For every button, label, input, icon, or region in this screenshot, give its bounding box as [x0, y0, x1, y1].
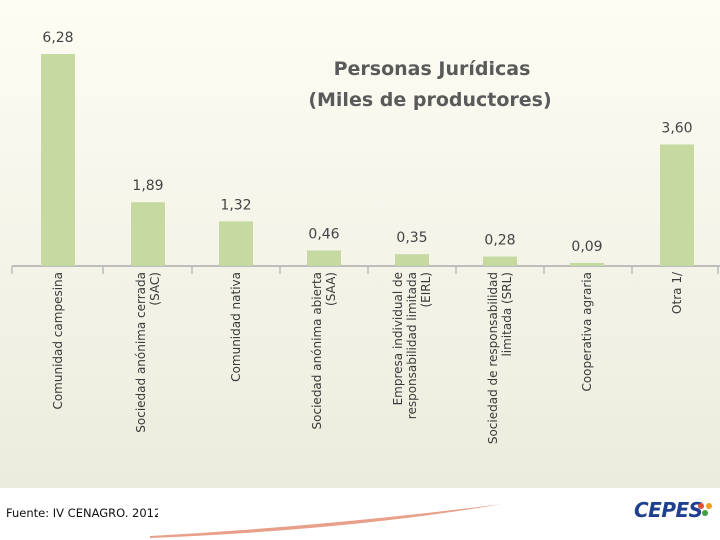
bar-8	[660, 144, 694, 266]
category-label-6: Sociedad de responsabilidad limitada (SRL…	[486, 272, 514, 444]
value-labels-group: 6,28 1,89 1,32 0,46 0,35 0,28 0,09 3,60	[42, 30, 692, 255]
category-label-5-line-2: responsabilidad limitada	[405, 272, 419, 419]
category-label-1: Comunidad campesina	[51, 272, 65, 410]
bar-2	[131, 202, 165, 266]
bars-group	[41, 54, 694, 266]
cepes-logo-mark	[698, 503, 712, 516]
category-label-3-line-1: Comunidad nativa	[229, 272, 243, 382]
source-note: Fuente: IV CENAGRO. 2012	[6, 506, 158, 520]
category-label-8: Otra 1/	[670, 271, 684, 314]
category-label-5: Empresa individual de responsabilidad lim…	[391, 272, 433, 419]
category-label-7: Cooperativa agraria	[580, 272, 594, 392]
category-label-6-line-1: Sociedad de responsabilidad	[486, 272, 500, 444]
bar-7	[570, 262, 604, 266]
category-label-2-line-2: (SAC)	[148, 272, 162, 306]
category-label-5-line-3: (EIRL)	[419, 272, 433, 308]
bar-4	[307, 250, 341, 266]
category-label-4-line-1: Sociedad anónima abierta	[310, 272, 324, 429]
category-label-1-line-1: Comunidad campesina	[51, 272, 65, 410]
chart-title-line-1: Personas Jurídicas	[334, 58, 531, 80]
footer-swoosh	[150, 504, 502, 538]
category-label-5-line-1: Empresa individual de	[391, 272, 405, 405]
category-label-2-line-1: Sociedad anónima cerrada	[134, 272, 148, 433]
category-label-2: Sociedad anónima cerrada (SAC)	[134, 272, 162, 433]
value-label-6: 0,28	[484, 233, 515, 249]
ticks-group	[11, 266, 719, 274]
category-label-4: Sociedad anónima abierta (SAA)	[310, 272, 338, 429]
bar-3	[219, 221, 253, 266]
category-labels-group: Comunidad campesina Sociedad anónima cerr…	[51, 271, 684, 444]
value-label-4: 0,46	[308, 226, 339, 242]
bar-5	[395, 254, 429, 266]
value-label-2: 1,89	[132, 178, 163, 194]
value-label-8: 3,60	[661, 120, 692, 136]
value-label-7: 0,09	[571, 239, 602, 255]
value-label-5: 0,35	[396, 230, 427, 246]
chart-panel: Personas Jurídicas (Miles de productores…	[0, 0, 720, 488]
cepes-logo: CEPES	[634, 498, 703, 522]
bar-6	[483, 256, 517, 266]
category-label-6-line-2: limitada (SRL)	[500, 272, 514, 357]
category-label-7-line-1: Cooperativa agraria	[580, 272, 594, 392]
value-label-1: 6,28	[42, 30, 73, 46]
bar-chart: Personas Jurídicas (Miles de productores…	[11, 30, 720, 444]
category-label-4-line-2: (SAA)	[324, 272, 338, 306]
category-label-8-line-1: Otra 1/	[670, 271, 684, 314]
category-label-3: Comunidad nativa	[229, 272, 243, 382]
bar-1	[41, 54, 75, 266]
value-label-3: 1,32	[220, 197, 251, 213]
chart-title-line-2: (Miles de productores)	[308, 89, 551, 111]
